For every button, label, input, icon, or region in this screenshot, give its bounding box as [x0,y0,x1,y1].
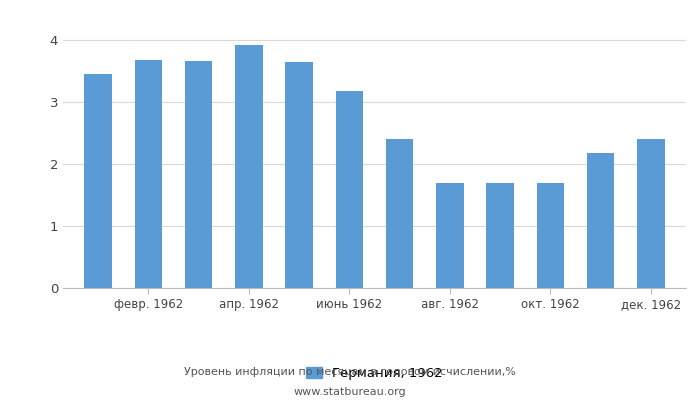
Bar [286,62,313,288]
Bar [587,153,615,288]
Bar [85,74,112,288]
Bar [185,61,213,288]
Bar [486,183,514,288]
Text: Уровень инфляции по месяцам в годовом исчислении,%: Уровень инфляции по месяцам в годовом ис… [184,367,516,377]
Bar [335,91,363,288]
Bar [637,139,664,288]
Bar [386,139,414,288]
Text: www.statbureau.org: www.statbureau.org [294,387,406,397]
Bar [536,183,564,288]
Bar [235,45,262,288]
Legend: Германия, 1962: Германия, 1962 [306,367,443,380]
Bar [134,60,162,288]
Bar [436,183,463,288]
